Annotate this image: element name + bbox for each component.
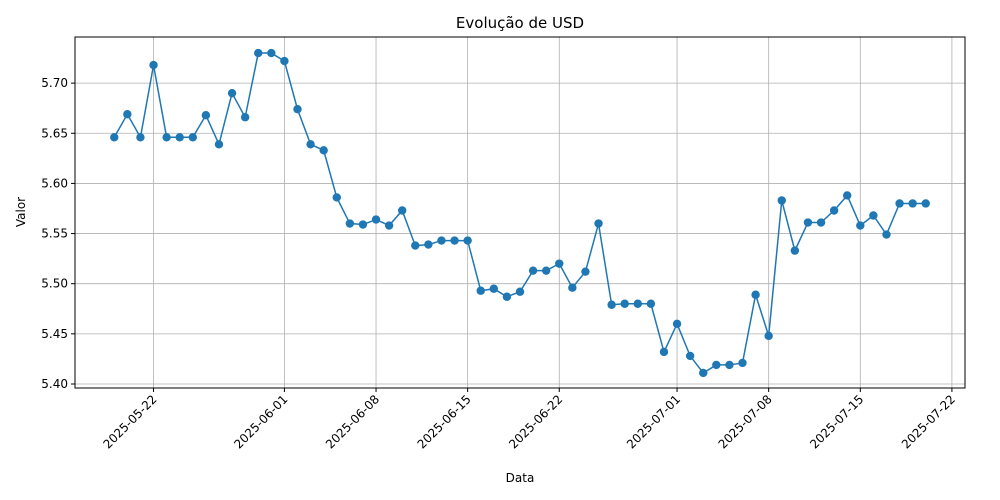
chart-title: Evolução de USD — [456, 14, 584, 32]
data-point — [829, 206, 839, 215]
data-point — [594, 219, 603, 228]
data-point — [541, 266, 551, 275]
data-point — [581, 267, 590, 276]
data-point — [240, 113, 250, 122]
data-point — [620, 299, 629, 308]
data-point — [214, 140, 224, 149]
data-point — [502, 292, 512, 301]
data-point — [646, 299, 656, 308]
data-point — [803, 218, 813, 227]
y-tick-label: 5.55 — [41, 227, 68, 241]
grid — [75, 37, 965, 388]
data-point — [332, 193, 341, 202]
data-point — [489, 284, 499, 293]
data-point — [816, 218, 826, 227]
data-point — [175, 133, 184, 142]
data-point — [358, 220, 368, 229]
data-point — [345, 219, 355, 228]
data-point — [188, 133, 197, 142]
data-point — [476, 286, 485, 295]
data-point — [777, 196, 786, 205]
data-point — [633, 299, 642, 308]
y-tick-label: 5.45 — [41, 327, 68, 341]
y-tick-label: 5.50 — [41, 277, 68, 291]
data-point — [699, 368, 708, 378]
data-point — [110, 133, 119, 142]
y-axis-label: Valor — [14, 197, 28, 227]
y-tick-label: 5.40 — [41, 377, 68, 391]
data-point — [149, 60, 158, 70]
data-point — [764, 331, 773, 341]
y-tick-label: 5.65 — [41, 126, 68, 140]
data-point — [306, 140, 315, 149]
data-point — [254, 48, 263, 58]
data-point — [555, 259, 564, 268]
data-point — [463, 236, 472, 245]
data-point — [856, 221, 865, 230]
data-point — [738, 358, 747, 368]
data-point — [895, 199, 904, 208]
data-point — [201, 111, 211, 120]
data-point — [921, 199, 930, 208]
y-tick-label: 5.70 — [41, 76, 68, 90]
data-point — [227, 88, 237, 98]
data-point — [908, 199, 917, 208]
data-point — [882, 230, 891, 239]
data-point — [424, 240, 433, 249]
data-point — [712, 360, 721, 370]
data-point — [685, 351, 695, 361]
data-point — [319, 146, 328, 155]
data-point — [162, 133, 171, 142]
data-point — [123, 110, 132, 119]
data-point — [371, 215, 381, 224]
data-point — [136, 133, 145, 142]
data-point — [267, 48, 276, 58]
x-axis-label: Data — [506, 471, 535, 485]
data-point — [515, 287, 525, 296]
y-axis: 5.40 5.45 5.50 5.55 5.60 5.65 5.70 — [41, 76, 75, 391]
data-point — [672, 319, 682, 329]
data-point — [843, 191, 852, 200]
data-point — [568, 283, 577, 292]
data-point — [751, 290, 760, 299]
data-point — [293, 105, 302, 114]
series-layer — [110, 48, 930, 378]
y-tick-label: 5.60 — [41, 176, 68, 190]
plot-frame — [74, 36, 966, 389]
data-point — [790, 246, 800, 255]
data-point — [280, 56, 289, 66]
data-point — [398, 206, 407, 215]
data-point — [725, 360, 734, 370]
data-point — [437, 236, 446, 245]
data-point — [659, 347, 669, 357]
data-point — [528, 266, 538, 275]
data-point — [450, 236, 459, 245]
data-point — [607, 300, 616, 309]
data-point — [869, 211, 878, 220]
data-point — [384, 221, 394, 230]
data-point — [411, 241, 420, 250]
